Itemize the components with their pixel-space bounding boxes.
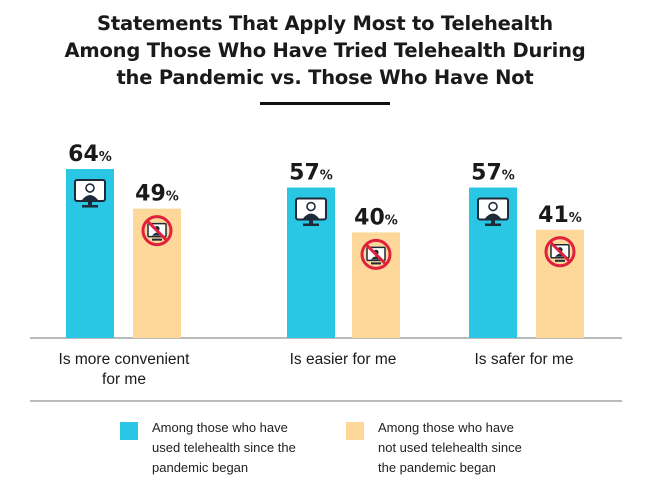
telehealth-not-used-icon: [360, 238, 392, 270]
legend-item-used: Among those who have used telehealth sin…: [120, 418, 322, 478]
data-label: 40%: [354, 205, 398, 230]
telehealth-used-icon: [477, 197, 509, 227]
category-label: Is more convenient: [59, 351, 191, 368]
data-label: 41%: [538, 203, 582, 228]
title-line: the Pandemic vs. Those Who Have Not: [116, 66, 534, 89]
data-label: 57%: [289, 161, 333, 186]
telehealth-used-icon: [295, 197, 327, 227]
category-label: Is easier for me: [290, 351, 397, 368]
title-line: Statements That Apply Most to Telehealth: [97, 12, 553, 35]
data-label: 64%: [68, 142, 112, 167]
data-label: 57%: [471, 161, 515, 186]
data-label: 49%: [135, 182, 179, 207]
legend-swatch: [120, 422, 138, 440]
legend-swatch: [346, 422, 364, 440]
title-line: Among Those Who Have Tried Telehealth Du…: [64, 39, 586, 62]
legend-item-not-used: Among those who have not used telehealth…: [346, 418, 548, 478]
legend-label: Among those who have not used telehealth…: [378, 420, 522, 475]
title-underline: [260, 102, 390, 105]
category-label: Is safer for me: [474, 351, 573, 368]
telehealth-not-used-icon: [544, 236, 576, 268]
chart-title: Statements That Apply Most to Telehealth…: [0, 10, 650, 91]
legend-label: Among those who have used telehealth sin…: [152, 420, 296, 475]
telehealth-used-icon: [74, 179, 106, 208]
category-label: for me: [102, 371, 146, 388]
telehealth-not-used-icon: [141, 215, 173, 247]
